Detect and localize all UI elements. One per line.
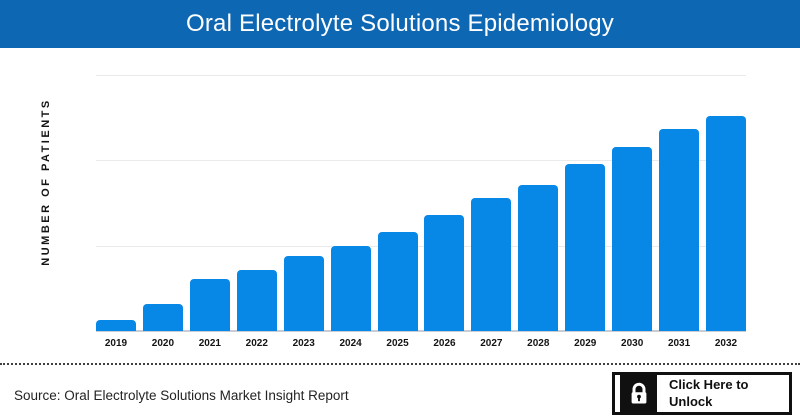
bar-2019 [96,320,136,331]
bar-column: 2025 [377,75,418,349]
bar-2030 [612,146,653,331]
x-tick-label: 2025 [386,338,409,349]
bar-column: 2029 [565,75,606,349]
unlock-button-inset [615,375,620,412]
bar-2028 [518,185,559,331]
gridline [96,75,746,76]
bar-column: 2023 [283,75,324,349]
y-axis-label: NUMBER OF PATIENTS [40,98,52,266]
x-axis-line [96,330,746,332]
x-tick-label: 2029 [574,338,597,349]
bar-2027 [471,197,512,331]
bar-2032 [705,115,746,331]
bar-column: 2022 [236,75,277,349]
gridline [96,245,746,247]
bar-2029 [565,164,606,331]
plot-area: 2019 2020 2021 2022 2023 2024 2025 2026 2027 2028… [96,75,746,349]
bar-2031 [659,129,700,331]
bar-column: 2026 [424,75,465,349]
bar-chart: NUMBER OF PATIENTS 2019 2020 2021 2022 2023 2… [0,48,800,363]
bar-column: 2024 [330,75,371,349]
bar-2022 [236,270,277,331]
unlock-label-line2: Unlock [669,393,713,409]
bar-column: 2028 [518,75,559,349]
bar-2021 [189,279,230,331]
bar-column: 2031 [659,75,700,349]
bars: 2019 2020 2021 2022 2023 2024 2025 2026 2027 2028… [96,75,746,349]
figure-title: Oral Electrolyte Solutions Epidemiology [186,10,614,37]
x-tick-label: 2020 [151,338,175,349]
x-tick-label: 2022 [245,338,268,349]
x-tick-label: 2028 [527,338,550,349]
bar-column: 2027 [471,75,512,349]
x-tick-label: 2021 [198,338,221,349]
x-tick-label: 2019 [104,338,128,349]
x-tick-label: 2030 [621,338,644,349]
bar-column: 2030 [612,75,653,349]
bar-2025 [377,231,418,331]
x-tick-label: 2023 [292,338,315,349]
lock-icon [620,375,657,412]
gridline [96,160,746,162]
bar-column: 2021 [189,75,230,349]
figure-footer: Source: Oral Electrolyte Solutions Marke… [0,363,800,420]
x-tick-label: 2032 [714,338,738,349]
bar-2026 [424,215,465,331]
bar-2020 [142,304,183,331]
x-tick-label: 2031 [667,338,691,349]
figure-header: Oral Electrolyte Solutions Epidemiology [0,0,800,48]
source-text: Source: Oral Electrolyte Solutions Marke… [14,388,349,403]
bar-2023 [283,256,324,331]
bar-column: 2019 [96,75,136,349]
bar-column: 2032 [705,75,746,349]
x-tick-label: 2026 [433,338,456,349]
bar-2024 [330,246,371,331]
bar-column: 2020 [142,75,183,349]
unlock-button[interactable]: Click Here to Unlock [612,372,792,415]
x-tick-label: 2027 [480,338,503,349]
unlock-label-line1: Click Here to [669,377,749,393]
x-tick-label: 2024 [339,338,362,349]
unlock-button-label: Click Here to Unlock [657,375,789,412]
